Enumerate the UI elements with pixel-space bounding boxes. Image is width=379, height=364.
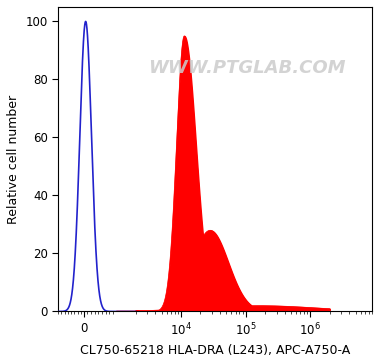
X-axis label: CL750-65218 HLA-DRA (L243), APC-A750-A: CL750-65218 HLA-DRA (L243), APC-A750-A <box>80 344 350 357</box>
Text: WWW.PTGLAB.COM: WWW.PTGLAB.COM <box>148 59 345 77</box>
Y-axis label: Relative cell number: Relative cell number <box>7 95 20 224</box>
